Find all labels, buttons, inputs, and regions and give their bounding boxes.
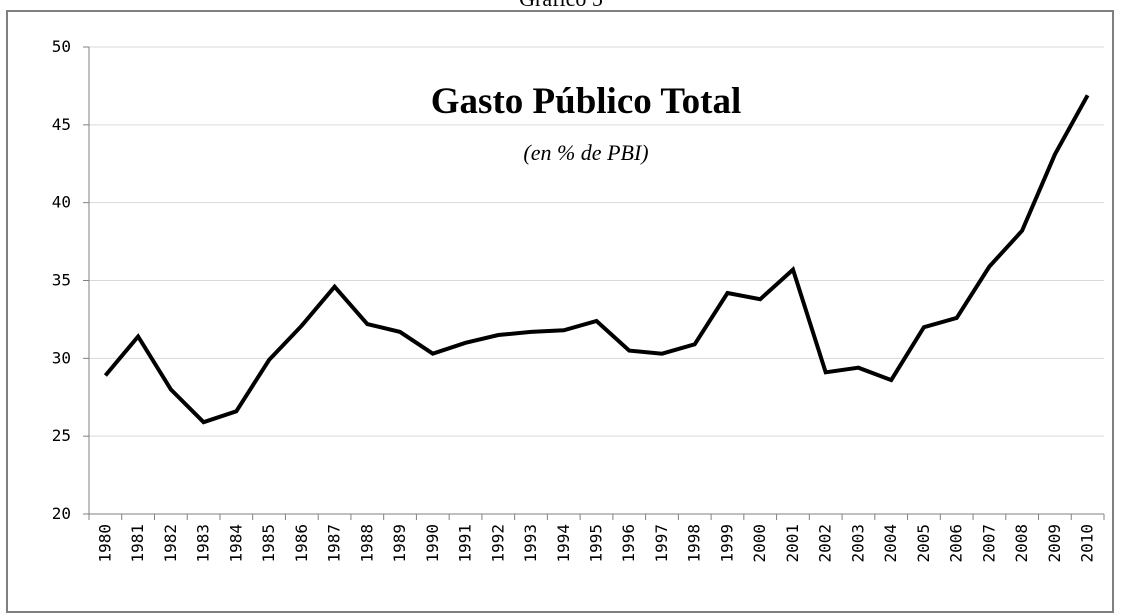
x-tick-label: 2007 [979,524,998,563]
x-tick-label: 2002 [816,524,835,563]
data-point-1996 [627,349,631,353]
x-tick-label: 2003 [848,524,867,563]
data-point-1995 [595,319,599,323]
x-tick-label: 1980 [95,524,114,563]
x-tick-label: 1998 [685,524,704,563]
x-tick-label: 1982 [161,524,180,563]
x-tick-label: 1990 [423,524,442,563]
y-tick-label: 45 [52,115,71,134]
x-tick-label: 1985 [259,524,278,563]
x-tick-label: 1987 [325,524,344,563]
data-point-1998 [693,342,697,346]
axes [83,46,1105,520]
data-point-2005 [922,325,926,329]
data-point-1989 [398,330,402,334]
x-tick-label: 1996 [619,524,638,563]
data-point-1990 [431,352,435,356]
series-line [103,94,1090,425]
data-point-2009 [1053,152,1057,156]
y-tick-label: 50 [52,37,71,56]
x-tick-label: 1988 [357,524,376,563]
data-point-1987 [333,285,337,289]
data-point-2004 [889,378,893,382]
x-tick-label: 1993 [521,524,540,563]
x-tick-label: 2001 [783,524,802,563]
data-point-2007 [987,264,991,268]
data-point-2010 [1086,93,1090,97]
x-tick-label: 1981 [128,524,147,563]
chart-title: Gasto Público Total [431,81,741,122]
data-point-1997 [660,352,664,356]
data-point-1994 [562,328,566,332]
chart-border [6,10,1114,613]
x-tick-label: 2010 [1078,524,1097,563]
data-point-2002 [824,370,828,374]
series-gasto-publico [103,93,1090,425]
figure-caption: Gráfico 5 [0,0,1122,12]
data-point-1993 [529,330,533,334]
data-point-1999 [725,291,729,295]
y-tick-labels: 20 25 30 35 40 45 50 [52,37,71,523]
x-tick-label: 1991 [456,524,475,563]
data-point-1981 [136,335,140,339]
y-tick-label: 25 [52,426,71,445]
y-tick-label: 30 [52,348,71,367]
y-tick-label: 40 [52,193,71,212]
data-point-1988 [365,322,369,326]
data-point-2008 [1020,229,1024,233]
x-tick-label: 1999 [717,524,736,563]
chart-subtitle: (en % de PBI) [523,140,648,165]
x-tick-label: 1983 [194,524,213,563]
x-tick-label: 1995 [587,524,606,563]
x-tick-labels: 1980 1981 1982 1983 1984 1985 1986 1987 1988 1989… [95,524,1096,563]
data-point-1992 [496,333,500,337]
y-tick-label: 20 [52,504,71,523]
data-point-1991 [464,341,468,345]
data-point-1980 [103,373,107,377]
data-point-1986 [300,324,304,328]
x-tick-label: 2006 [947,524,966,563]
data-point-2000 [758,297,762,301]
x-tick-label: 1984 [226,524,245,563]
x-tick-label: 1992 [488,524,507,563]
data-point-2001 [791,268,795,272]
x-tick-label: 2004 [881,524,900,563]
x-tick-label: 2009 [1045,524,1064,563]
x-tick-label: 2005 [914,524,933,563]
data-point-1984 [234,409,238,413]
x-tick-label: 2008 [1012,524,1031,563]
x-tick-label: 1986 [292,524,311,563]
gridlines [89,46,1104,437]
x-tick-label: 1997 [652,524,671,563]
data-point-1983 [202,420,206,424]
y-tick-label: 35 [52,271,71,290]
x-tick-label: 2000 [750,524,769,563]
data-point-2003 [856,366,860,370]
data-point-2006 [955,316,959,320]
x-tick-label: 1989 [390,524,409,563]
x-tick-label: 1994 [554,524,573,563]
data-point-1985 [267,358,271,362]
data-point-1982 [169,387,173,391]
